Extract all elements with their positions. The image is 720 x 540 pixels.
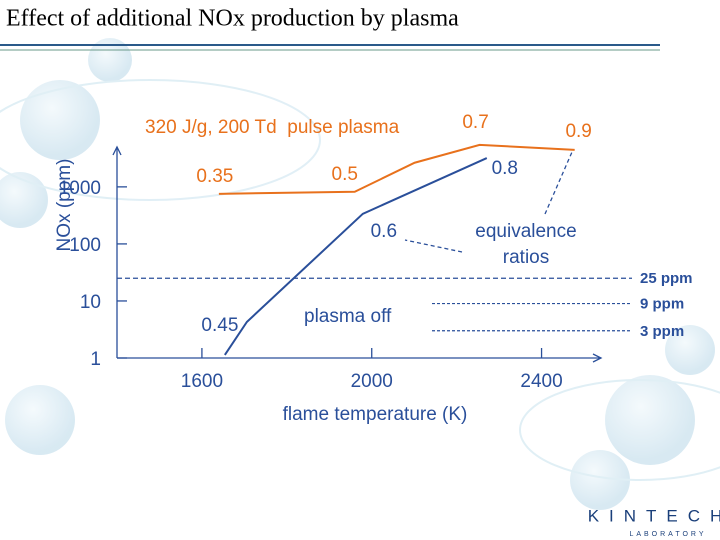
- x-tick-label: 2000: [351, 371, 393, 392]
- point-label: 0.7: [462, 112, 488, 133]
- threshold-label: 3 ppm: [640, 323, 684, 340]
- y-tick-label: 10: [80, 292, 101, 313]
- x-tick-label: 2400: [520, 371, 562, 392]
- series-line: [224, 157, 488, 356]
- point-label: 0.6: [371, 221, 397, 242]
- y-tick-label: 100: [69, 235, 101, 256]
- background-molecules: [0, 38, 720, 510]
- y-axis-arrow: [112, 145, 122, 156]
- logo-name: KINTECH: [588, 506, 720, 525]
- annotation-pointer: [404, 151, 573, 253]
- y-axis-label: NOx (ppm): [54, 159, 75, 252]
- logo-sub: LABORATORY: [629, 531, 706, 538]
- point-label: 0.45: [201, 315, 238, 336]
- annotation: ratios: [503, 247, 549, 268]
- point-label: 0.35: [196, 166, 233, 187]
- point-label: 0.5: [332, 164, 358, 185]
- threshold-label: 25 ppm: [640, 270, 693, 287]
- x-axis-label: flame temperature (K): [283, 404, 468, 425]
- threshold-label: 9 ppm: [640, 296, 684, 313]
- y-tick-label: 1: [90, 349, 101, 370]
- point-label: 0.8: [492, 158, 518, 179]
- slide-title: Effect of additional NOx production by p…: [6, 6, 459, 32]
- logo: KINTECH LABORATORY: [588, 506, 720, 537]
- series-line: [218, 143, 575, 195]
- x-axis-arrow: [592, 353, 603, 363]
- annotation: equivalence: [475, 221, 576, 242]
- y-tick-label: 1000: [59, 178, 101, 199]
- series-name: plasma off: [304, 306, 392, 327]
- x-tick-label: 1600: [181, 371, 223, 392]
- series-name: 320 J/g, 200 Td pulse plasma: [145, 117, 400, 138]
- point-label: 0.9: [565, 121, 591, 142]
